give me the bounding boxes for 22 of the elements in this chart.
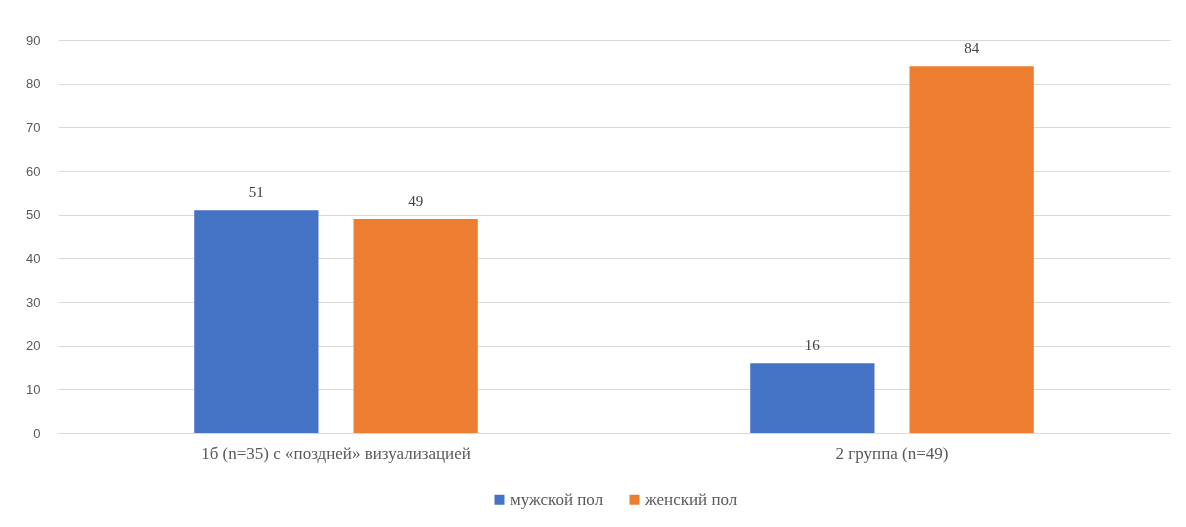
x-tick-label: 1б (n=35) с «поздней» визуализацией: [201, 443, 471, 463]
data-label: 51: [248, 184, 264, 201]
y-tick-label: 40: [26, 250, 41, 266]
data-label: 49: [408, 193, 424, 210]
data-label: 84: [964, 40, 980, 57]
data-label: 16: [804, 337, 821, 354]
y-tick-label: 10: [26, 381, 41, 397]
bar: [194, 210, 319, 433]
bar: [353, 219, 478, 433]
bar: [750, 363, 875, 433]
y-tick-label: 30: [26, 294, 41, 310]
x-tick-label: 2 группа (n=49): [835, 443, 949, 463]
y-tick-label: 70: [26, 119, 41, 135]
y-tick-label: 50: [26, 207, 41, 223]
legend-label: мужской пол: [510, 489, 604, 509]
y-tick-label: 60: [26, 163, 41, 179]
bar: [909, 66, 1034, 433]
legend-label: женский пол: [644, 489, 738, 509]
y-tick-label: 0: [33, 425, 41, 441]
y-tick-label: 80: [26, 76, 41, 92]
y-tick-label: 20: [26, 338, 41, 354]
y-tick-label: 90: [26, 32, 41, 48]
